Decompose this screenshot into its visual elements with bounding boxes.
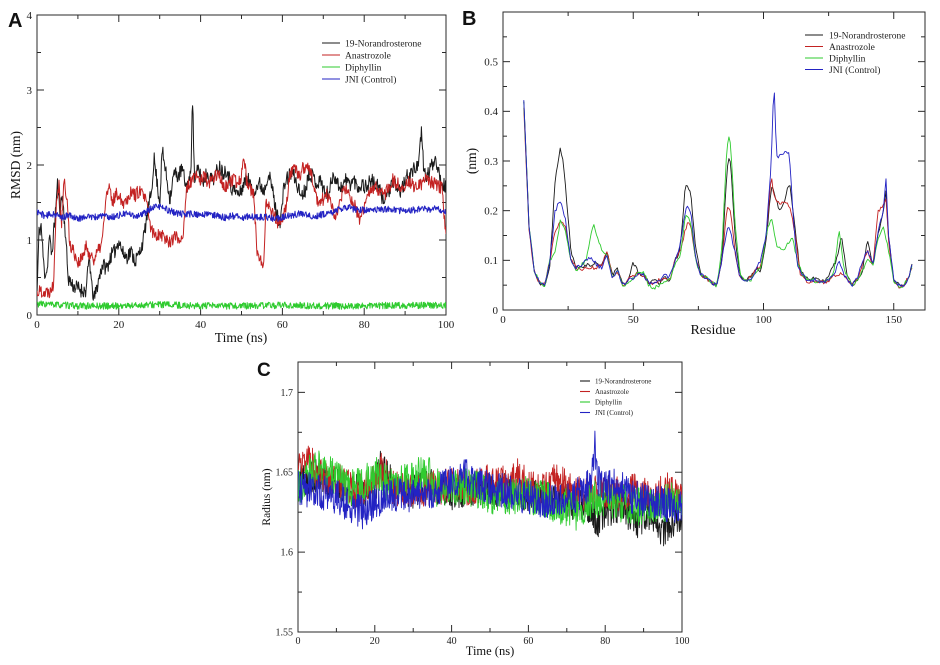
series-line-jni-control: [523, 92, 913, 288]
y-tick-label: 4: [27, 10, 33, 22]
y-tick-label: 0: [27, 310, 33, 322]
x-axis-title-b: Residue: [690, 323, 736, 338]
series-line-jni-control: [298, 430, 682, 530]
x-tick-label: 40: [195, 319, 207, 331]
legend-label: JNI (Control): [595, 409, 634, 417]
y-tick-label: 0.1: [484, 255, 498, 267]
y-tick-label: 1.65: [276, 468, 294, 479]
legend-label: 19-Norandrosterone: [829, 31, 906, 41]
series-line-diphyllin: [37, 300, 446, 310]
y-tick-label: 3: [27, 85, 33, 97]
legend-label: JNI (Control): [829, 65, 880, 76]
x-tick-label: 60: [523, 636, 533, 647]
x-tick-label: 50: [628, 314, 640, 326]
legend-label: 19-Norandrosterone: [595, 377, 651, 385]
x-tick-label: 0: [296, 636, 301, 647]
legend-label: Diphyllin: [829, 54, 866, 64]
legend-label: Anastrozole: [345, 51, 391, 61]
series-line-19-norandrosterone: [523, 101, 913, 288]
legend-label: 19-Norandrosterone: [345, 39, 422, 49]
x-tick-label: 20: [370, 636, 380, 647]
x-axis-title-c: Time (ns): [465, 644, 515, 658]
series-line-anastrozole: [523, 107, 913, 289]
legend-label: Anastrozole: [595, 388, 629, 396]
x-tick-label: 20: [113, 319, 125, 331]
y-tick-label: 1.7: [281, 388, 294, 399]
y-tick-label: 1: [27, 235, 33, 247]
y-tick-label: 0.3: [484, 156, 498, 168]
y-tick-label: 0.2: [484, 206, 498, 218]
legend-label: JNI (Control): [345, 74, 396, 85]
panel-label-a: A: [8, 10, 23, 32]
x-tick-label: 40: [447, 636, 457, 647]
x-tick-label: 80: [359, 319, 371, 331]
panel-label-b: B: [462, 8, 477, 30]
x-tick-label: 100: [755, 314, 772, 326]
y-tick-label: 0: [493, 305, 499, 317]
x-tick-label: 150: [885, 314, 902, 326]
series-line-anastrozole: [37, 158, 446, 299]
x-axis-title-a: Time (ns): [214, 330, 268, 345]
y-tick-label: 1.55: [276, 628, 294, 639]
x-tick-label: 80: [600, 636, 610, 647]
series-line-19-norandrosterone: [37, 105, 446, 301]
y-axis-title-b: (nm): [464, 147, 479, 175]
legend-label: Diphyllin: [595, 398, 622, 406]
y-axis-title-c: Radius (nm): [261, 468, 273, 526]
y-tick-label: 2: [27, 160, 33, 172]
x-tick-label: 100: [675, 636, 690, 647]
x-tick-label: 0: [500, 314, 506, 326]
panel-label-c: C: [257, 360, 271, 381]
series-line-jni-control: [37, 203, 446, 222]
y-tick-label: 0.4: [484, 106, 498, 118]
y-tick-label: 1.6: [281, 548, 294, 559]
series-line-diphyllin: [523, 101, 913, 290]
x-tick-label: 60: [277, 319, 289, 331]
y-axis-title-a: RMSD (nm): [8, 131, 23, 199]
legend-label: Diphyllin: [345, 63, 382, 73]
x-tick-label: 0: [34, 319, 40, 331]
y-tick-label: 0.5: [484, 57, 498, 69]
legend-label: Anastrozole: [829, 43, 875, 53]
x-tick-label: 100: [438, 319, 455, 331]
